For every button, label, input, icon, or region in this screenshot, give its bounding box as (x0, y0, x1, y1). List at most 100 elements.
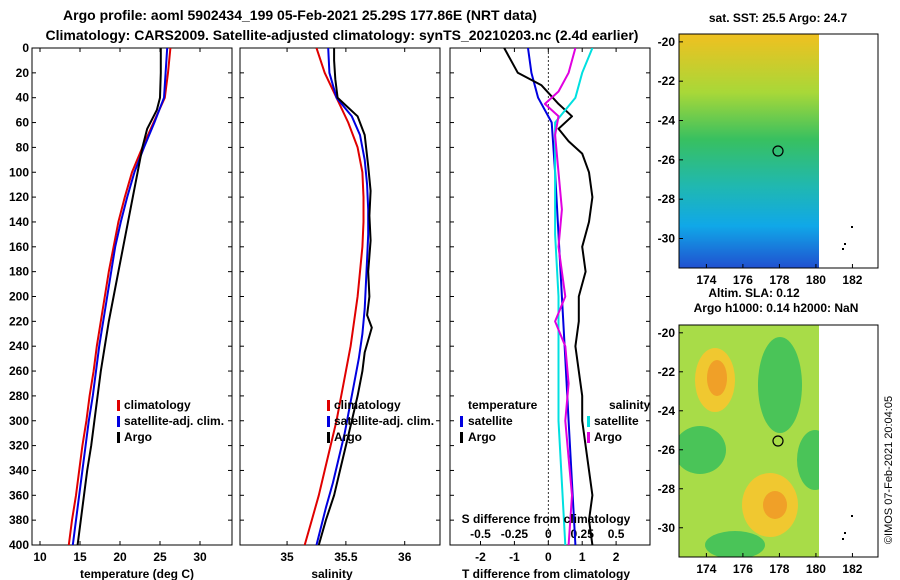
y-tick-label: 240 (9, 339, 29, 353)
x-tick-label: 20 (113, 550, 127, 564)
y-tick-label: 280 (9, 389, 29, 403)
map-y-tick-label: -20 (658, 35, 676, 49)
x-tick-label: 2 (613, 550, 620, 564)
s-tick-label: -0.25 (501, 527, 529, 541)
s-tick-label: 0.5 (608, 527, 625, 541)
legend-swatch-t-satellite (460, 416, 463, 427)
x-tick-label: 10 (33, 550, 47, 564)
map-y-tick-label: -28 (658, 192, 676, 206)
sst-map: sat. SST: 25.5 Argo: 24.7 174 176 178 180 18… (658, 11, 879, 287)
y-tick-label: 200 (9, 290, 29, 304)
sst-map-title: sat. SST: 25.5 Argo: 24.7 (709, 11, 848, 25)
map-y-tick-label: -24 (658, 404, 676, 418)
x-tick-label: -1 (509, 550, 520, 564)
title-line-2: Climatology: CARS2009. Satellite-adjuste… (46, 27, 639, 43)
legend-title-salinity: salinity (609, 398, 651, 412)
y-tick-label: 320 (9, 439, 29, 453)
sla-land-mask (819, 325, 878, 557)
sst-islands (842, 226, 853, 250)
map-x-tick-label: 180 (806, 273, 826, 287)
legend-label-argo: Argo (124, 430, 152, 444)
y-tick-label: 60 (16, 116, 30, 130)
map-y-tick-label: -22 (658, 74, 676, 88)
legend-swatch-argo (327, 432, 330, 443)
island (844, 243, 846, 245)
difference-legend: temperature satellite Argo salinity sate… (460, 398, 651, 444)
legend-label-t-satellite: satellite (468, 414, 513, 428)
y-tick-label: 80 (16, 140, 30, 154)
map-x-tick-label: 182 (842, 273, 862, 287)
y-tick-label: 380 (9, 513, 29, 527)
legend-label-climatology: climatology (124, 398, 191, 412)
sla-map-title-line-1: Altim. SLA: 0.12 (708, 286, 800, 300)
map-x-tick-label: 174 (696, 273, 716, 287)
sla-positive-core (707, 360, 727, 396)
sla-map-frame (678, 324, 879, 558)
map-y-tick-label: -26 (658, 443, 676, 457)
legend-swatch-argo (117, 432, 120, 443)
y-tick-label: 100 (9, 165, 29, 179)
y-tick-label: 220 (9, 314, 29, 328)
y-tick-label: 120 (9, 190, 29, 204)
map-x-tick-label: 178 (769, 273, 789, 287)
y-tick-label: 300 (9, 414, 29, 428)
map-x-tick-label: 178 (769, 562, 789, 576)
legend-swatch-t-argo (460, 432, 463, 443)
salinity-legend: climatology satellite-adj. clim. Argo (327, 398, 434, 444)
legend-title-temperature: temperature (468, 398, 538, 412)
legend-swatch-climatology (327, 400, 330, 411)
series-line-argo (76, 48, 162, 545)
sla-map: Altim. SLA: 0.12 Argo h1000: 0.14 h2000:… (658, 286, 879, 576)
y-tick-label: 160 (9, 240, 29, 254)
sst-map-frame (678, 33, 879, 269)
map-y-tick-label: -22 (658, 365, 676, 379)
sla-negative-anomaly (758, 337, 802, 433)
map-x-tick-label: 176 (733, 562, 753, 576)
sst-map-y-ticks: -20 -22 -24 -26 -28 -30 (658, 35, 683, 246)
temperature-panel: 0 20 40 60 80 100 120 140 160 180 200 220 240 260 280 3… (9, 41, 233, 564)
credit: ©IMOS 07-Feb-2021 20:04:05 (883, 396, 895, 544)
series-group (503, 48, 594, 545)
map-y-tick-label: -30 (658, 232, 676, 246)
island (844, 532, 846, 534)
y-tick-label: 140 (9, 215, 29, 229)
s-tick-label: -0.5 (470, 527, 491, 541)
x-tick-label: 30 (193, 550, 207, 564)
legend-label-argo: Argo (334, 430, 362, 444)
y-tick-label: 20 (16, 66, 30, 80)
salinity-panel: 35 35.5 36 (239, 47, 441, 564)
island (842, 248, 844, 250)
sla-map-title-line-2: Argo h1000: 0.14 h2000: NaN (694, 301, 859, 315)
series-line-argo (317, 48, 373, 545)
difference-panel: -2 -1 0 1 2-0.5 -0.25 0 0.25 0.5 (449, 47, 651, 564)
legend-swatch-satellite (117, 416, 120, 427)
series-group (67, 48, 172, 545)
series-line-satellite-adj-clim- (315, 48, 370, 545)
series-group (303, 48, 373, 545)
island (851, 515, 853, 517)
t-difference-axis-label: T difference from climatology (462, 567, 630, 580)
map-x-tick-label: 182 (842, 562, 862, 576)
x-tick-label: 1 (579, 550, 586, 564)
temperature-legend: climatology satellite-adj. clim. Argo (117, 398, 224, 444)
sla-islands (842, 515, 853, 540)
legend-label-climatology: climatology (334, 398, 401, 412)
sst-land-mask (819, 34, 878, 268)
series-line-satellite-adj-clim- (71, 48, 169, 545)
y-tick-label: 400 (9, 538, 29, 552)
sla-map-y-ticks: -20 -22 -24 -26 -28 -30 (658, 326, 683, 535)
temperature-axis-label: temperature (deg C) (80, 567, 194, 580)
salinity-axis-label: salinity (311, 567, 353, 580)
y-tick-label: 0 (22, 41, 29, 55)
sla-negative-anomaly (679, 426, 726, 474)
sla-argo-location-marker (772, 435, 784, 447)
x-tick-label: -2 (475, 550, 486, 564)
sla-negative-anomaly (705, 531, 765, 557)
map-x-tick-label: 180 (806, 562, 826, 576)
plot-frame (449, 47, 651, 546)
x-tick-label: 25 (153, 550, 167, 564)
title-line-1: Argo profile: aoml 5902434_199 05-Feb-20… (63, 7, 537, 23)
island (842, 538, 844, 540)
map-x-tick-label: 174 (696, 562, 716, 576)
x-tick-label: 36 (398, 550, 412, 564)
